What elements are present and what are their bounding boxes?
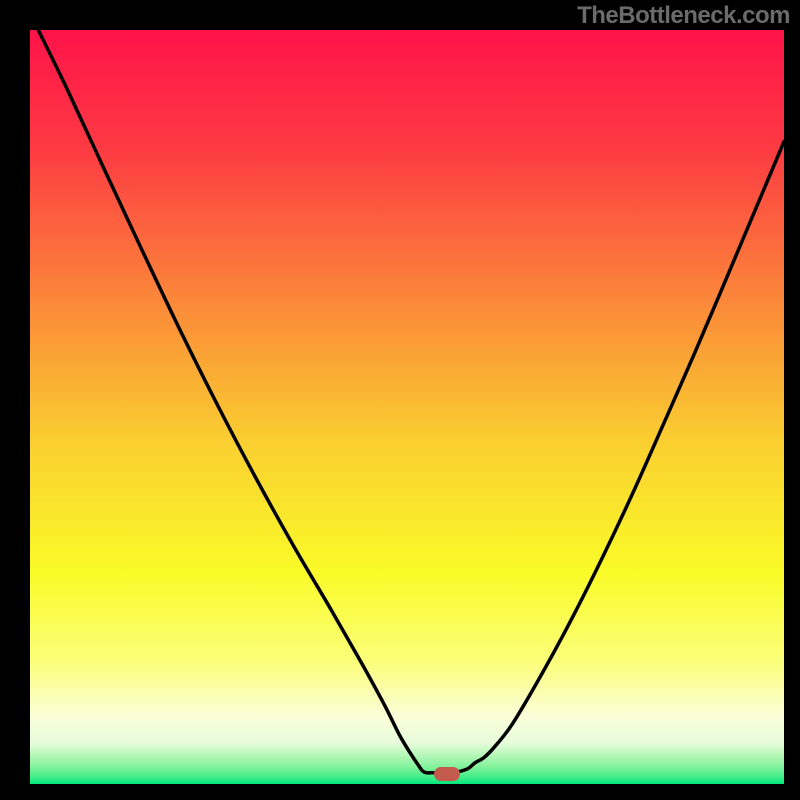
chart-frame: TheBottleneck.com xyxy=(0,0,800,800)
bottleneck-curve xyxy=(38,30,784,773)
curve-svg xyxy=(30,30,784,784)
watermark-text: TheBottleneck.com xyxy=(577,2,790,30)
minimum-marker xyxy=(434,767,460,781)
plot-area xyxy=(30,30,784,784)
